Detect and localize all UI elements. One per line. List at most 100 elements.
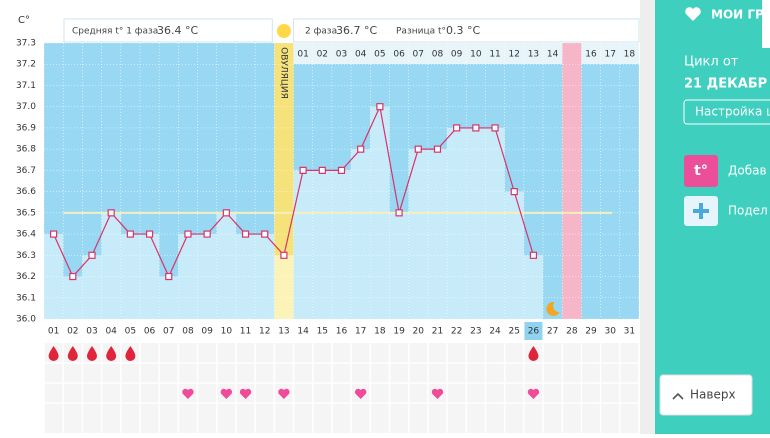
sun-icon	[276, 24, 291, 38]
bar	[82, 255, 102, 319]
x-tick-label: 18	[374, 327, 386, 337]
phase2-label: 2 фаза	[305, 27, 337, 37]
point	[472, 124, 480, 132]
point	[337, 166, 346, 174]
point	[184, 230, 192, 238]
bar	[331, 170, 352, 319]
point	[222, 209, 230, 217]
bar	[389, 212, 409, 319]
x-tick-label: 30	[604, 327, 616, 337]
heart-icon	[278, 388, 290, 399]
point	[49, 230, 58, 238]
add-label[interactable]: Добав	[728, 164, 767, 178]
x-tick-label: 09	[201, 327, 213, 337]
x-tick-label: 05	[125, 327, 136, 337]
point	[491, 124, 499, 132]
sidebar-content: МОИ ГРА Цикл от 21 ДЕКАБР Настройка ц t°…	[659, 0, 770, 416]
settings-button[interactable]	[683, 99, 770, 125]
x-tick-label: 16	[336, 327, 348, 337]
point	[453, 124, 461, 132]
phase2-day: 07	[413, 50, 424, 60]
phase2-day: 09	[451, 50, 463, 60]
point	[241, 230, 250, 238]
y-tick-label: 36.4	[16, 230, 36, 240]
bar	[523, 255, 544, 319]
header-phase1	[63, 18, 273, 43]
x-tick-label: 01	[48, 327, 59, 337]
x-tick-label: 11	[240, 327, 251, 337]
x-tick-label: 31	[624, 327, 635, 337]
add-icon[interactable]	[684, 155, 718, 187]
phase2-day: 10	[470, 50, 482, 60]
bar	[101, 212, 121, 319]
point	[433, 145, 442, 153]
point	[261, 230, 269, 238]
marker-area	[44, 343, 639, 433]
point	[376, 103, 384, 111]
bar	[408, 149, 428, 319]
x-tick-label: 23	[470, 327, 481, 337]
point	[395, 209, 403, 217]
y-tick-label: 37.0	[16, 102, 36, 112]
point	[107, 209, 115, 217]
phase2-day: 14	[547, 50, 559, 60]
highlight-day	[524, 322, 543, 340]
x-tick-label: 02	[67, 327, 78, 337]
phase2-day: 06	[393, 50, 405, 60]
y-tick-label: 36.3	[16, 251, 36, 261]
bar	[159, 276, 179, 319]
x-tick-label: 12	[259, 327, 270, 337]
heart-icon	[239, 388, 252, 399]
top-button[interactable]	[659, 374, 753, 416]
plus	[693, 203, 709, 219]
point	[165, 272, 173, 281]
x-tick-label: 25	[509, 327, 520, 337]
drop-icon	[528, 346, 539, 362]
point	[280, 251, 288, 259]
y-tick-label: 36.9	[16, 123, 36, 133]
top-button-label[interactable]: Наверх	[690, 388, 736, 402]
bottom-strip	[44, 319, 639, 341]
bar	[293, 170, 313, 319]
x-tick-label: 17	[355, 327, 366, 337]
share-label[interactable]: Подел	[728, 204, 768, 218]
x-tick-label: 04	[105, 327, 117, 337]
phase2-day: 05	[374, 50, 385, 60]
x-tick-label: 08	[182, 327, 194, 337]
bar	[485, 127, 505, 319]
heart-icon	[431, 388, 444, 399]
point	[203, 230, 211, 238]
x-tick-label: 07	[163, 327, 174, 337]
x-tick-label: 27	[547, 327, 558, 337]
x-tick-label: 19	[393, 327, 405, 337]
x-tick-label: 15	[317, 327, 328, 337]
y-tick-label: 37.1	[16, 81, 36, 91]
x-tick-label: 10	[221, 327, 233, 337]
bar	[255, 234, 275, 319]
drop-icon	[67, 346, 78, 362]
phase1-label: Средняя t° 1 фаза	[72, 27, 158, 37]
ovulation-label: ОВУЛЯЦИЯ	[278, 47, 288, 99]
scroll-gutter	[640, 0, 655, 434]
bar	[197, 234, 217, 319]
y-tick-label: 37.3	[16, 39, 36, 49]
point	[414, 145, 422, 153]
header-phase2	[293, 18, 640, 43]
phase2-day: 16	[585, 50, 597, 60]
heart-icon	[354, 388, 367, 399]
heart-icon	[527, 388, 540, 399]
settings-label[interactable]: Настройка ц	[695, 105, 770, 119]
phase2-row	[293, 43, 639, 64]
y-tick-label: 36.7	[16, 166, 36, 176]
bar	[312, 170, 332, 319]
y-tick-label: 36.2	[16, 272, 36, 282]
phase2-day: 02	[317, 50, 328, 60]
bar	[447, 127, 467, 319]
bar	[63, 276, 83, 319]
y-tick-label: 36.6	[16, 187, 36, 197]
sidebar-title[interactable]: МОИ ГРА	[711, 8, 770, 22]
heart-icon	[220, 388, 233, 399]
phase2-day: 11	[489, 50, 500, 60]
